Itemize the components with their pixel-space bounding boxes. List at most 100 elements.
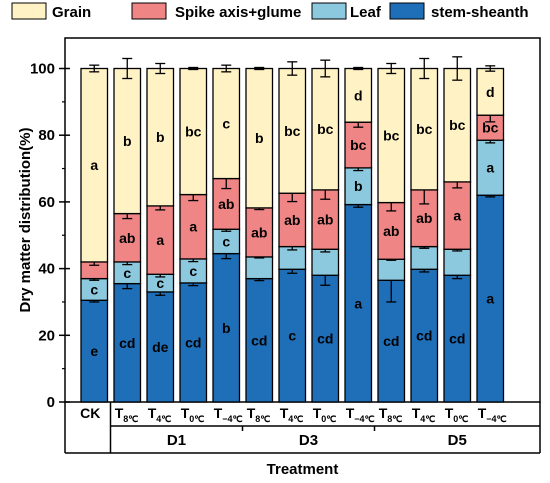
significance-letter: ab: [416, 210, 432, 226]
legend-swatch-2: [311, 2, 347, 20]
legend-swatch-1: [131, 2, 167, 20]
bar-segment-grain-1: [113, 67, 142, 215]
x-category-sub-12: −4℃: [486, 414, 506, 424]
significance-letter: a: [156, 232, 164, 248]
significance-letter: d: [486, 84, 495, 100]
bar-segment-leaf-11: [443, 248, 472, 276]
x-category-label-1: T: [115, 405, 124, 421]
bar-segment-leaf-7: [311, 248, 340, 276]
significance-letter: bc: [185, 124, 202, 140]
significance-letter: c: [288, 328, 296, 344]
significance-letter: c: [222, 116, 230, 132]
x-category-label-7: T: [313, 405, 322, 421]
bar-segment-grain-6: [278, 67, 307, 194]
x-category-label-2: T: [148, 405, 157, 421]
significance-letter: bc: [449, 117, 466, 133]
x-category-sub-5: 8℃: [255, 414, 270, 424]
significance-letter: bc: [284, 123, 301, 139]
significance-letter: cd: [317, 331, 333, 347]
bar-segment-stem-sheanth-5: [245, 277, 274, 403]
x-category-label-8: T: [346, 405, 355, 421]
x-category-label-3: T: [181, 405, 190, 421]
significance-letter: cd: [416, 328, 432, 344]
bar-segment-stem-sheanth-10: [410, 268, 439, 403]
significance-letter: c: [222, 233, 230, 249]
x-category-label-0: CK: [80, 405, 100, 421]
x-category-label-6: T: [280, 405, 289, 421]
x-category-sub-11: 0℃: [453, 414, 468, 424]
x-category-sub-8: −4℃: [354, 414, 374, 424]
x-category-sub-4: −4℃: [222, 414, 242, 424]
bar-segment-grain-11: [443, 67, 472, 183]
significance-letter: ab: [317, 212, 333, 228]
significance-letter: a: [486, 160, 494, 176]
significance-letter: de: [152, 339, 169, 355]
significance-letter: bc: [482, 120, 499, 136]
significance-letter: e: [90, 343, 98, 359]
significance-letter: b: [156, 129, 165, 145]
significance-letter: b: [222, 320, 231, 336]
significance-letter: cd: [449, 331, 465, 347]
significance-letter: a: [486, 291, 494, 307]
y-tick-label-3: 60: [38, 194, 55, 211]
bar-segment-leaf-8: [344, 167, 373, 206]
y-tick-label-5: 100: [30, 61, 55, 78]
legend-swatch-3: [389, 2, 425, 20]
bar-segment-spike-axis-glume-9: [377, 201, 406, 260]
x-category-sub-6: 4℃: [288, 414, 303, 424]
significance-letter: a: [189, 219, 197, 235]
significance-letter: cd: [251, 332, 267, 348]
significance-letter: c: [123, 265, 131, 281]
bar-segment-stem-sheanth-6: [278, 268, 307, 403]
group-label-2: D5: [448, 432, 467, 449]
bar-segment-stem-sheanth-7: [311, 274, 340, 403]
x-category-label-9: T: [379, 405, 388, 421]
x-category-sub-7: 0℃: [321, 414, 336, 424]
legend-swatch-0: [11, 2, 47, 20]
y-tick-label-0: 0: [47, 394, 55, 411]
bar-segment-spike-axis-glume-5: [245, 207, 274, 258]
significance-letter: bc: [317, 121, 334, 137]
legend-label-0: Grain: [52, 4, 91, 21]
significance-letter: cd: [185, 334, 201, 350]
bar-segment-stem-sheanth-1: [113, 282, 142, 403]
significance-letter: c: [90, 281, 98, 297]
group-label-0: D1: [167, 432, 186, 449]
bar-segment-grain-4: [212, 67, 241, 180]
significance-letter: cd: [119, 335, 135, 351]
y-tick-label-2: 40: [38, 261, 55, 278]
y-tick-label-4: 80: [38, 127, 55, 144]
significance-letter: b: [255, 130, 264, 146]
x-category-label-4: T: [214, 405, 223, 421]
significance-letter: a: [90, 157, 98, 173]
group-label-1: D3: [299, 432, 318, 449]
x-category-label-12: T: [478, 405, 487, 421]
bar-segment-leaf-4: [212, 228, 241, 255]
x-axis-title: Treatment: [267, 461, 339, 478]
significance-letter: b: [354, 178, 363, 194]
bar-segment-stem-sheanth-8: [344, 203, 373, 403]
x-category-sub-2: 4℃: [156, 414, 171, 424]
x-category-sub-10: 4℃: [420, 414, 435, 424]
significance-letter: ab: [383, 223, 399, 239]
significance-letter: a: [354, 295, 362, 311]
bar-segment-stem-sheanth-4: [212, 252, 241, 403]
bar-segment-grain-5: [245, 67, 274, 209]
significance-letter: ab: [218, 196, 234, 212]
bar-segment-spike-axis-glume-1: [113, 212, 142, 263]
bar-segment-stem-sheanth-11: [443, 274, 472, 403]
bar-segment-spike-axis-glume-11: [443, 181, 472, 250]
significance-letter: ab: [251, 224, 267, 240]
x-category-label-10: T: [412, 405, 421, 421]
bar-segment-grain-2: [146, 67, 175, 207]
bar-segment-leaf-10: [410, 245, 439, 270]
bar-segment-spike-axis-glume-2: [146, 205, 175, 275]
bar-segment-stem-sheanth-3: [179, 282, 208, 403]
x-category-label-5: T: [247, 405, 256, 421]
x-category-sub-3: 0℃: [189, 414, 204, 424]
y-tick-label-1: 20: [38, 327, 55, 344]
x-category-sub-1: 8℃: [123, 414, 138, 424]
legend-label-1: Spike axis+glume: [175, 4, 301, 21]
